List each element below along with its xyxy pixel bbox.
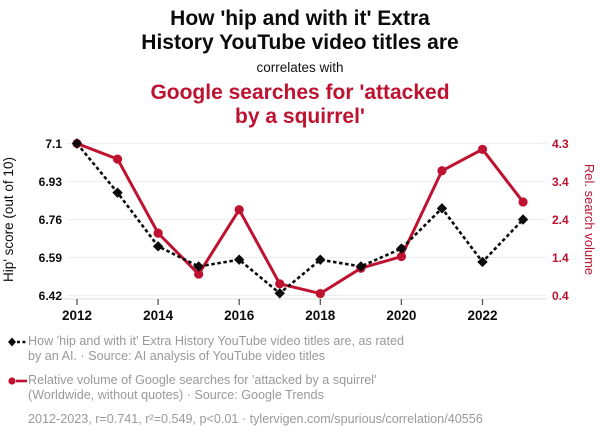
legend-hip-line-1: How 'hip and with it' Extra History YouT… <box>28 334 405 348</box>
left-tick-label: 6.59 <box>39 251 63 265</box>
chart-titles: How 'hip and with it' Extra History YouT… <box>0 7 600 129</box>
secondary-title-line-2: by a squirrel' <box>235 105 365 128</box>
search-series-marker-icon <box>8 377 27 385</box>
search-volume-point <box>234 205 244 215</box>
legend-text-search-volume: Relative volume of Google searches for '… <box>28 373 377 403</box>
search-volume-point <box>518 197 528 207</box>
x-tick-label: 2022 <box>467 308 497 323</box>
hip-score-point <box>234 254 245 265</box>
search-volume-point <box>477 144 488 154</box>
hip-score-point <box>517 214 529 225</box>
search-volume-line <box>76 142 525 296</box>
search-volume-point <box>437 166 447 176</box>
x-tick-label: 2014 <box>143 308 174 323</box>
legend-text-hip-score: How 'hip and with it' Extra History YouT… <box>28 334 404 364</box>
right-axis-title: Rel. search volume <box>582 164 597 275</box>
legend-search-line-2: (Worldwide, without quotes) · Source: Go… <box>28 388 324 402</box>
left-tick-label: 6.76 <box>39 213 63 227</box>
right-tick-label: 3.4 <box>552 175 569 189</box>
hip-score-point <box>274 288 285 299</box>
hip-score-point <box>71 138 83 149</box>
left-tick-label: 7.1 <box>45 137 62 151</box>
search-volume-point <box>112 154 123 164</box>
page-title-line-1: How 'hip and with it' Extra <box>170 7 430 30</box>
legend-item-hip-score: How 'hip and with it' Extra History YouT… <box>8 334 592 364</box>
left-tick-label: 6.93 <box>39 175 63 189</box>
correlation-chart: 2012 2014 2016 2018 2020 2022 7.1 6.93 6.76 6.59 6… <box>1 137 597 323</box>
secondary-title: Google searches for 'attacked by a squir… <box>0 81 600 129</box>
search-volume-point <box>396 251 406 262</box>
page-title-line-2: History YouTube video titles are <box>141 31 459 54</box>
x-tick-label: 2020 <box>386 308 416 323</box>
hip-score-point <box>477 256 488 268</box>
right-tick-label: 4.3 <box>552 137 569 151</box>
hip-score-point <box>436 203 448 214</box>
hip-score-point <box>355 261 367 272</box>
legend-item-search-volume: Relative volume of Google searches for '… <box>8 373 592 403</box>
search-volume-point <box>194 269 204 279</box>
left-axis-title: Hip' score (out of 10) <box>1 157 16 282</box>
hip-score-point <box>193 261 204 272</box>
x-tick-label: 2018 <box>305 308 336 323</box>
hip-series-marker-icon <box>8 337 27 347</box>
hip-score-line <box>75 142 524 295</box>
correlates-with-label: correlates with <box>256 60 344 75</box>
x-tick-label: 2012 <box>62 308 92 323</box>
legend-hip-line-2: by an AI. · Source: AI analysis of YouTu… <box>28 349 326 363</box>
stats-footer: 2012-2023, r=0.741, r²=0.549, p<0.01 · t… <box>28 412 483 426</box>
hip-score-point <box>152 241 164 252</box>
right-tick-label: 2.4 <box>552 213 569 227</box>
right-tick-label: 0.4 <box>552 289 569 303</box>
legend: How 'hip and with it' Extra History YouT… <box>0 331 600 426</box>
search-volume-point <box>315 288 325 299</box>
right-tick-label: 1.4 <box>552 251 569 265</box>
left-tick-label: 6.42 <box>39 289 63 303</box>
hip-score-point <box>396 243 407 254</box>
secondary-title-line-1: Google searches for 'attacked <box>150 81 450 104</box>
page-title: How 'hip and with it' Extra History YouT… <box>0 7 600 55</box>
hip-score-point <box>112 187 123 198</box>
search-volume-point <box>153 228 163 238</box>
search-volume-point <box>275 279 285 289</box>
legend-search-line-1: Relative volume of Google searches for '… <box>28 373 377 387</box>
x-tick-label: 2016 <box>224 308 255 323</box>
